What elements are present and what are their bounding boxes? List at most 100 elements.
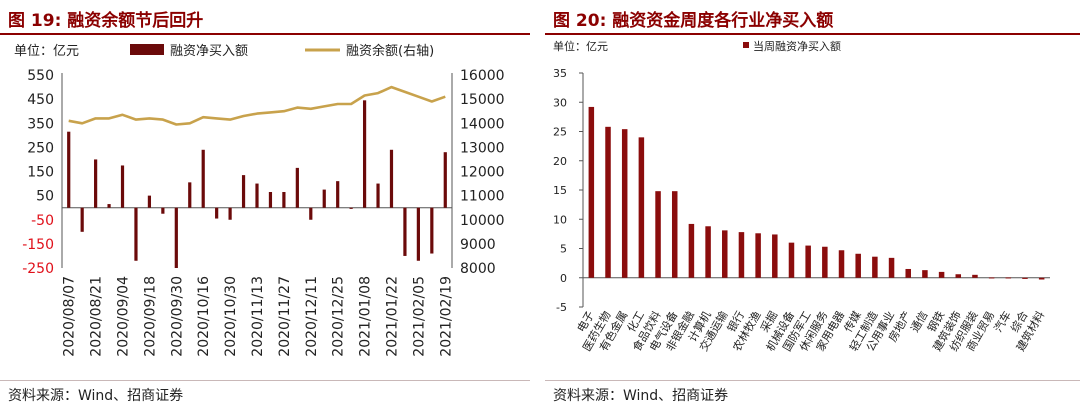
bar-industry: [605, 126, 611, 278]
x-tick-label: 2020/09/04: [116, 276, 132, 357]
chart-title-right: 图 20: 融资资金周度各行业净买入额: [553, 11, 834, 31]
y-right-tick-label: 14000: [460, 116, 505, 132]
y-left-tick-label: -250: [22, 261, 54, 277]
bar: [389, 149, 394, 208]
bar: [80, 207, 84, 232]
bar-industry: [1038, 277, 1045, 280]
y-tick-label-right: 25: [553, 126, 567, 139]
footer-rule-right: [545, 380, 1080, 381]
bar: [241, 175, 246, 208]
bar: [416, 207, 420, 261]
bar: [309, 207, 313, 220]
chart-right-svg: 单位：亿元 当周融资净买入额-505101520253035电子医药生物有色金属化…: [553, 39, 1050, 354]
bar-industry: [922, 270, 928, 278]
bar: [282, 192, 286, 208]
bar: [174, 207, 178, 268]
bar: [147, 195, 152, 208]
bar: [295, 167, 299, 208]
bar: [120, 165, 125, 208]
x-tick-label: 2020/11/13: [250, 276, 266, 357]
bar: [255, 183, 259, 208]
x-category-label: 汽车: [991, 309, 1014, 335]
unit-label-left: 单位：亿元: [14, 44, 79, 59]
bar-industry: [588, 106, 595, 278]
bar-industry: [621, 129, 628, 278]
y-left-tick-label: 350: [27, 116, 54, 132]
legend-label-bar-right: 当周融资净买入额: [753, 39, 841, 53]
bar-industry: [755, 233, 761, 278]
bar-industry: [822, 246, 828, 278]
y-tick-label-right: 10: [553, 213, 567, 226]
y-tick-label-right: 30: [553, 96, 567, 109]
bar: [107, 204, 111, 208]
y-left-tick-label: 150: [27, 165, 54, 181]
bar-industry: [738, 232, 745, 278]
bar-industry: [1005, 277, 1012, 279]
y-left-tick-label: 450: [27, 92, 54, 108]
chart-left-svg: 单位：亿元 融资净买入额 融资余额(右轴) -250 -150 -50 50 150 250 35…: [14, 43, 505, 357]
bar-industry: [988, 277, 995, 279]
x-tick-label: 2020/08/07: [62, 276, 78, 357]
bar: [336, 181, 340, 208]
legend-label-bar: 融资净买入额: [170, 44, 248, 59]
legend-swatch-bar: [130, 44, 164, 55]
x-tick-label: 2021/02/05: [411, 276, 427, 357]
x-tick-label: 2020/12/25: [331, 276, 347, 357]
bar: [430, 207, 434, 254]
bar-industry: [938, 271, 945, 278]
y-tick-label-right: 0: [560, 272, 567, 285]
bar-industry: [888, 257, 895, 278]
y-left-tick-label: 250: [27, 140, 54, 156]
bar: [376, 183, 380, 208]
source-right: 资料来源：Wind、招商证券: [553, 388, 729, 404]
x-tick-label: 2020/12/11: [304, 276, 320, 357]
source-left: 资料来源：Wind、招商证券: [8, 388, 184, 404]
bar-industry: [671, 191, 678, 278]
y-left-tick-label: -150: [22, 237, 54, 253]
bar-industry: [722, 230, 728, 278]
bar: [215, 207, 219, 219]
bar-industry: [955, 274, 962, 278]
chart-panel-right: 图 20: 融资资金周度各行业净买入额 单位：亿元 当周融资净买入额 -5 0 5 10 1…: [545, 0, 1080, 413]
y-right-tick-label: 16000: [460, 68, 505, 84]
bar-industry: [838, 250, 845, 278]
y-right-tick-label: 9000: [460, 237, 496, 253]
y-tick-label-right: 35: [553, 67, 567, 80]
y-right-tick-label: 12000: [460, 165, 505, 181]
bar: [403, 207, 407, 256]
title-rule-left: [0, 33, 530, 35]
bar: [201, 149, 205, 208]
bar: [268, 192, 273, 208]
x-category-label: 通信: [908, 309, 930, 335]
y-right-tick-label: 13000: [460, 140, 505, 156]
bar: [349, 207, 353, 209]
legend-label-line: 融资余额(右轴): [346, 43, 434, 59]
bar: [228, 207, 232, 220]
x-tick-label: 2021/01/22: [384, 276, 400, 357]
bar-industry: [705, 226, 711, 278]
bar: [67, 131, 71, 208]
bar-industry: [655, 191, 661, 278]
bar-industry: [872, 256, 878, 278]
y-right-tick-label: 10000: [460, 213, 505, 229]
bar: [443, 152, 447, 208]
title-rule-right: [545, 33, 1080, 35]
y-tick-label-right: 15: [553, 184, 567, 197]
y-right-tick-label: 15000: [460, 92, 505, 108]
legend-swatch-bar-right: [743, 42, 749, 48]
bar-industry: [638, 137, 645, 278]
y-right-tick-label: 8000: [460, 261, 496, 277]
y-left-tick-label: -50: [31, 213, 54, 229]
unit-label-right: 单位：亿元: [553, 39, 608, 53]
bar: [161, 207, 165, 214]
x-tick-label: 2020/08/21: [89, 276, 105, 357]
bar: [188, 182, 192, 208]
x-tick-label: 2020/11/27: [277, 276, 293, 357]
bar: [134, 207, 138, 261]
line-series-margin-balance: [68, 85, 446, 126]
bar-industry: [972, 274, 978, 278]
x-tick-label: 2020/09/18: [142, 276, 158, 357]
bar-industry: [855, 253, 861, 278]
y-left-tick-label: 550: [27, 68, 54, 84]
bar-industry: [805, 245, 811, 278]
